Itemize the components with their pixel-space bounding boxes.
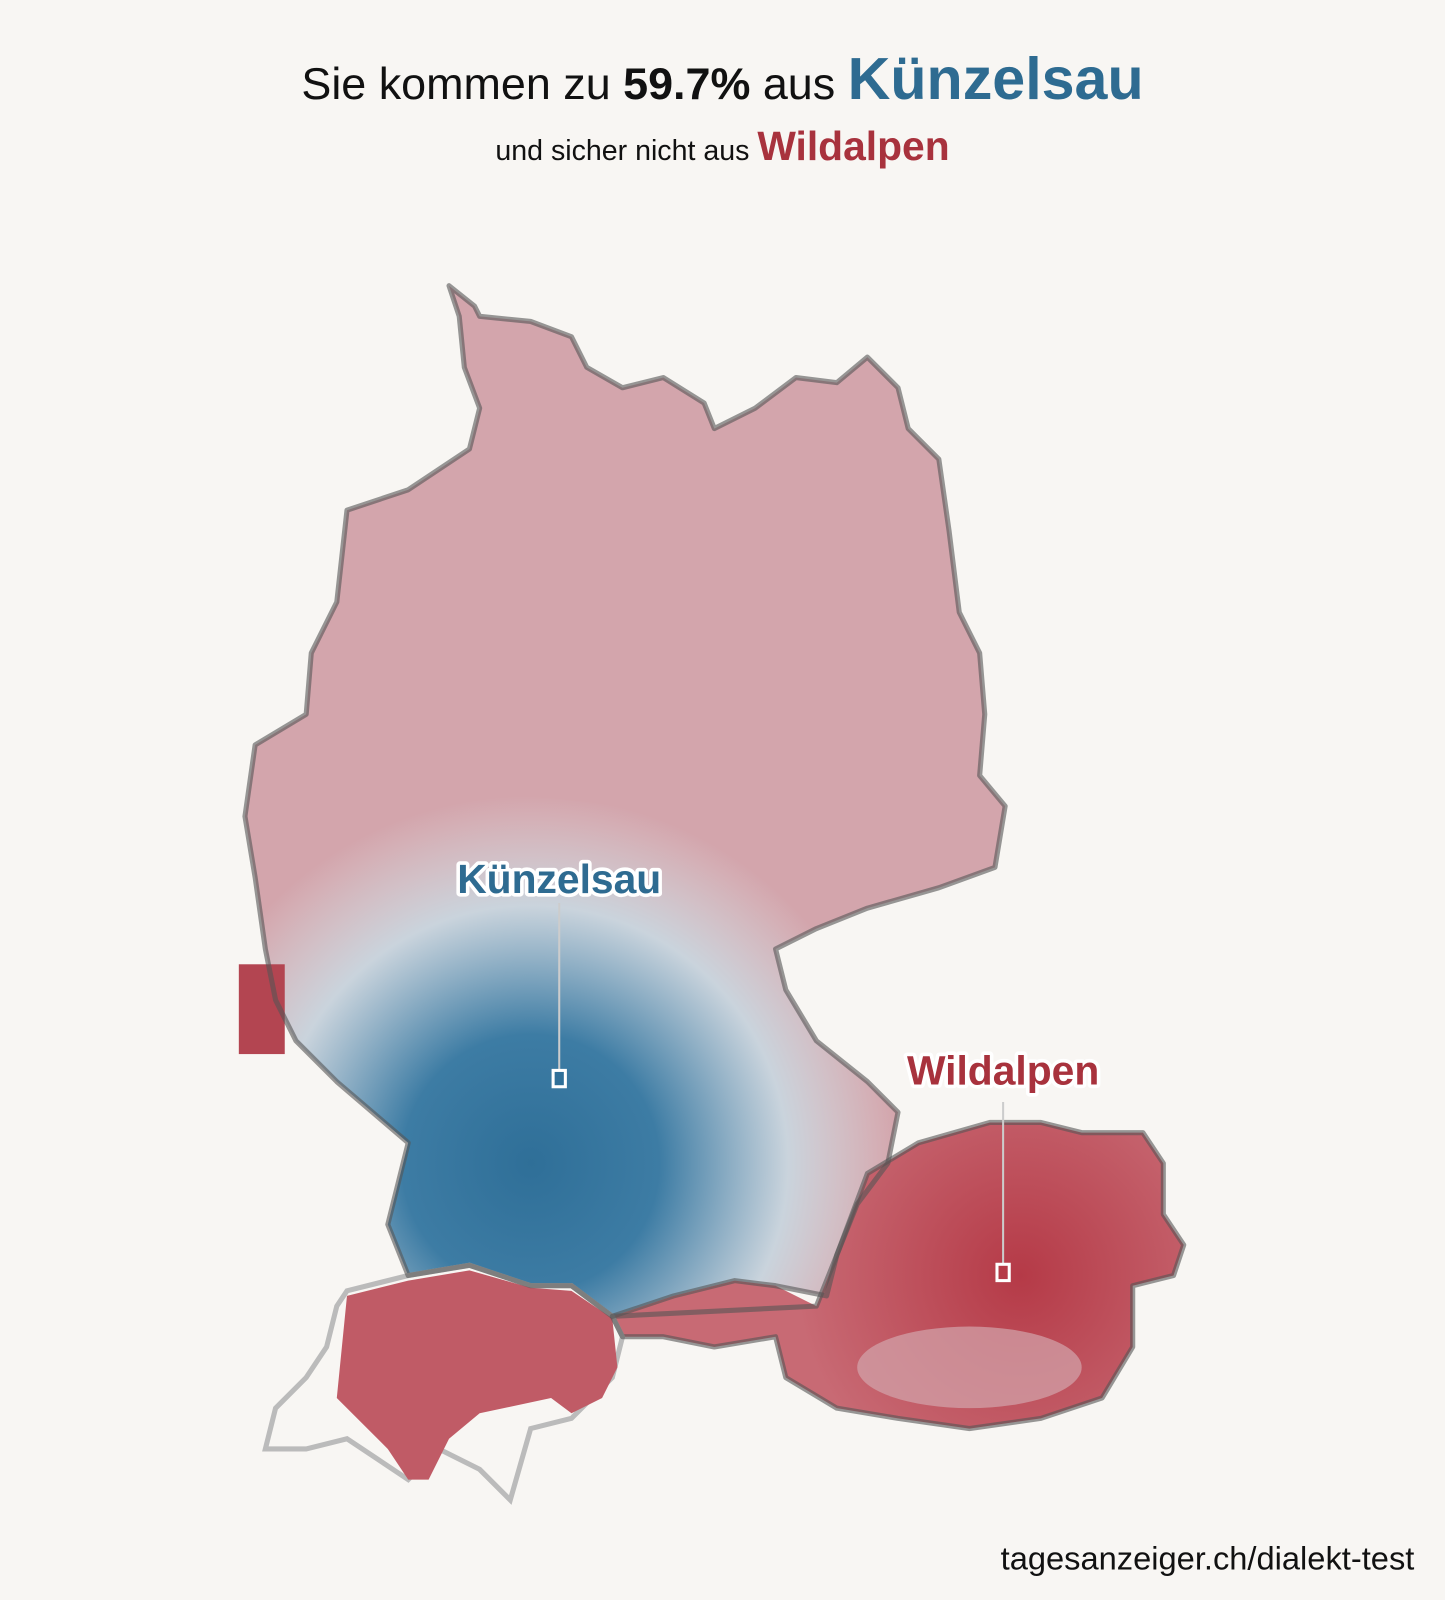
location-marker: [995, 1262, 1011, 1283]
location-marker: [551, 1068, 567, 1089]
germany-border: [242, 283, 1008, 1319]
subtitle-place: Wildalpen: [757, 123, 949, 169]
footer-source: tagesanzeiger.ch/dialekt-test: [1001, 1539, 1415, 1576]
region-patch: [857, 1326, 1082, 1409]
subtitle-text: und sicher nicht aus: [495, 135, 749, 167]
title-text: aus: [763, 58, 835, 109]
switzerland-area: [336, 1270, 618, 1480]
title-percent: 59.7%: [623, 58, 750, 109]
subtitle: und sicher nicht aus Wildalpen: [495, 123, 949, 169]
map-label: Künzelsau: [457, 856, 661, 902]
similarity-area: [244, 795, 980, 1317]
borders: [242, 283, 1187, 1432]
map-label: Wildalpen: [907, 1048, 1099, 1094]
germany-shading: [244, 795, 980, 1317]
region-patch: [238, 964, 285, 1055]
austria-border: [609, 1119, 1187, 1432]
title-text: Sie kommen zu: [301, 58, 610, 109]
title-place: Künzelsau: [848, 45, 1144, 112]
title: Sie kommen zu 59.7% aus Künzelsau: [301, 45, 1143, 112]
